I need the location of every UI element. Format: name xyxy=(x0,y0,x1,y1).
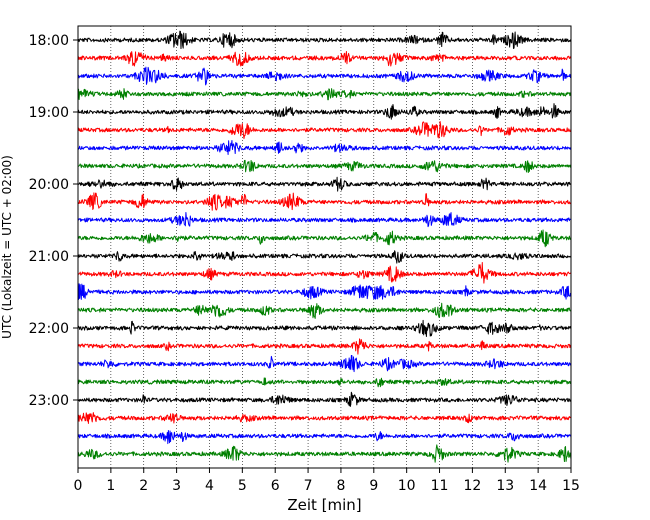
x-tick-label-14: 14 xyxy=(529,478,547,494)
y-axis-label: UTC (Lokalzeit = UTC + 02:00) xyxy=(0,155,14,339)
trace-2330 xyxy=(77,430,572,445)
x-tick-label-5: 5 xyxy=(238,478,247,494)
y-tick-label-2200: 22:00 xyxy=(29,321,69,337)
x-tick-label-12: 12 xyxy=(463,478,481,494)
trace-2130 xyxy=(77,283,572,300)
x-tick-label-10: 10 xyxy=(398,478,416,494)
trace-2345 xyxy=(77,444,572,463)
trace-2000 xyxy=(77,176,572,192)
trace-2215 xyxy=(77,338,572,355)
trace-1845 xyxy=(77,88,572,101)
x-tick-label-1: 1 xyxy=(106,478,115,494)
grid-lines xyxy=(110,26,539,468)
y-tick-label-1900: 19:00 xyxy=(29,105,69,121)
trace-1830 xyxy=(77,66,572,86)
y-tick-label-2300: 23:00 xyxy=(29,393,69,409)
x-tick-label-11: 11 xyxy=(431,478,449,494)
x-tick-label-4: 4 xyxy=(205,478,214,494)
y-tick-label-2100: 21:00 xyxy=(29,249,69,265)
x-tick-label-2: 2 xyxy=(139,478,148,494)
trace-2315 xyxy=(77,412,572,424)
trace-1800 xyxy=(77,30,572,50)
trace-2230 xyxy=(77,354,572,373)
y-axis-ticks: 18:00 19:00 20:00 21:00 22:00 23:00 xyxy=(29,33,78,409)
trace-2030 xyxy=(77,212,572,228)
x-tick-label-7: 7 xyxy=(304,478,313,494)
trace-2200 xyxy=(77,319,572,337)
trace-1930 xyxy=(77,140,572,155)
x-tick-label-9: 9 xyxy=(369,478,378,494)
trace-2100 xyxy=(77,250,572,264)
y-tick-label-2000: 20:00 xyxy=(29,177,69,193)
x-tick-label-3: 3 xyxy=(172,478,181,494)
trace-2045 xyxy=(77,229,572,248)
y-tick-label-1800: 18:00 xyxy=(29,33,69,49)
x-tick-label-0: 0 xyxy=(74,478,83,494)
trace-2115 xyxy=(77,262,572,284)
trace-2300 xyxy=(77,391,572,408)
trace-2015 xyxy=(77,192,572,211)
x-tick-label-15: 15 xyxy=(562,478,580,494)
trace-1945 xyxy=(77,159,572,174)
trace-2245 xyxy=(77,377,572,388)
x-tick-label-6: 6 xyxy=(271,478,280,494)
x-tick-label-13: 13 xyxy=(496,478,514,494)
trace-2145 xyxy=(77,302,572,319)
trace-1900 xyxy=(77,103,572,120)
x-axis-label: Zeit [min] xyxy=(287,496,361,514)
trace-1815 xyxy=(77,51,572,67)
trace-layer xyxy=(77,30,572,463)
trace-1915 xyxy=(77,120,572,140)
x-axis-ticks: 0 1 2 3 4 5 6 7 8 9 10 11 12 13 14 15 xyxy=(74,468,580,494)
x-tick-label-8: 8 xyxy=(336,478,345,494)
plot-frame xyxy=(77,25,572,469)
